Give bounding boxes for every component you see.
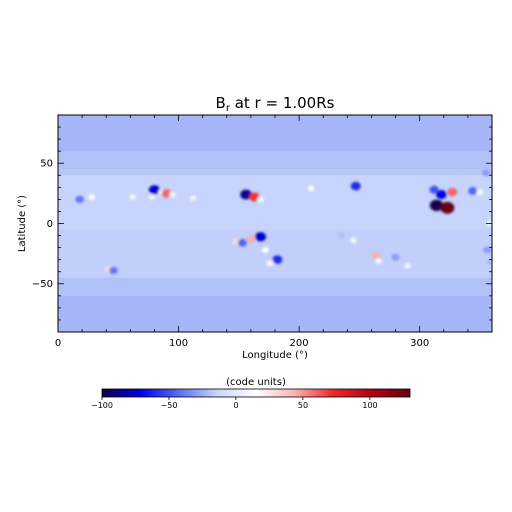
colorbar-gradient [101, 388, 411, 398]
magnetic-spot [404, 262, 411, 269]
latitude-band [58, 277, 492, 296]
magnetic-spot [371, 252, 381, 260]
magnetic-spot [75, 195, 85, 204]
latitude-band [58, 115, 492, 152]
magnetic-spot [257, 196, 264, 203]
colorbar: (code units) −100 −50 0 50 100 [91, 377, 411, 410]
magnetic-spot [169, 191, 176, 198]
magnetic-spot [485, 258, 492, 266]
magnetic-features [75, 169, 492, 275]
latitude-band [58, 229, 492, 278]
magnetic-spot [375, 258, 383, 264]
magnetic-spot [161, 189, 172, 198]
x-tick-label: 0 [55, 338, 61, 349]
magnetic-spot [429, 185, 439, 194]
magnetic-spot [237, 238, 247, 247]
y-tick-label: 50 [40, 159, 53, 170]
magnetic-spot [249, 192, 260, 202]
magnetic-spot [148, 185, 160, 195]
magnetic-spot [272, 255, 283, 264]
x-tick-label: 300 [410, 338, 429, 349]
magnetic-spot [447, 187, 458, 197]
magnetic-spot [240, 189, 252, 200]
magnetic-spot [109, 266, 118, 275]
axis-ticks [57, 114, 493, 333]
magnetic-spot [476, 189, 484, 195]
magnetic-spot [350, 237, 357, 244]
magnetic-spot [483, 246, 492, 254]
magnetic-spot [468, 187, 478, 195]
y-axis-label: Latitude (°) [17, 195, 28, 252]
colorbar-tick-label: 100 [362, 401, 377, 410]
colorbar-ticks [101, 397, 371, 400]
latitude-bands [58, 115, 492, 332]
y-axis: −50 0 50 Latitude (°) [17, 159, 53, 291]
magnetic-spot [337, 232, 345, 239]
magnetic-spot [189, 195, 197, 201]
chart-title: Br at r = 1.00Rs [216, 94, 335, 114]
colorbar-tick-label: 50 [298, 401, 308, 410]
chart-title-sub: r [226, 103, 231, 114]
y-tick-label: 0 [47, 219, 53, 230]
magnetic-spot [429, 199, 444, 212]
colorbar-tick-label: −50 [161, 401, 178, 410]
magnetic-spot [129, 194, 137, 200]
magnetic-spot [261, 247, 269, 253]
latitude-band [58, 151, 492, 170]
x-tick-label: 200 [290, 338, 309, 349]
magnetic-spot [440, 201, 455, 214]
magnetic-spot [350, 181, 361, 191]
magnetic-spot [391, 253, 400, 261]
colorbar-label: (code units) [226, 377, 286, 388]
magnetic-spot [246, 235, 256, 243]
plot-area [57, 114, 493, 333]
x-tick-label: 100 [169, 338, 188, 349]
x-axis-label: Longitude (°) [242, 350, 308, 361]
latitude-band [58, 295, 492, 332]
colorbar-tick-label: 0 [233, 401, 238, 410]
magnetic-spot [148, 194, 156, 200]
colorbar-tick-label: −100 [91, 401, 113, 410]
chart-title-main: B [216, 94, 226, 112]
chart-title-rest: at r = 1.00Rs [230, 94, 335, 112]
magnetic-spot [307, 185, 315, 192]
magnetic-spot [436, 190, 447, 200]
magnetic-spot [481, 169, 490, 177]
magnetic-spot [255, 232, 267, 242]
y-tick-label: −50 [32, 279, 53, 290]
latitude-band [58, 175, 492, 230]
x-axis: 0 100 200 300 Longitude (°) [55, 338, 429, 361]
magnetic-spot [88, 194, 96, 200]
magnetic-spot [266, 260, 274, 267]
